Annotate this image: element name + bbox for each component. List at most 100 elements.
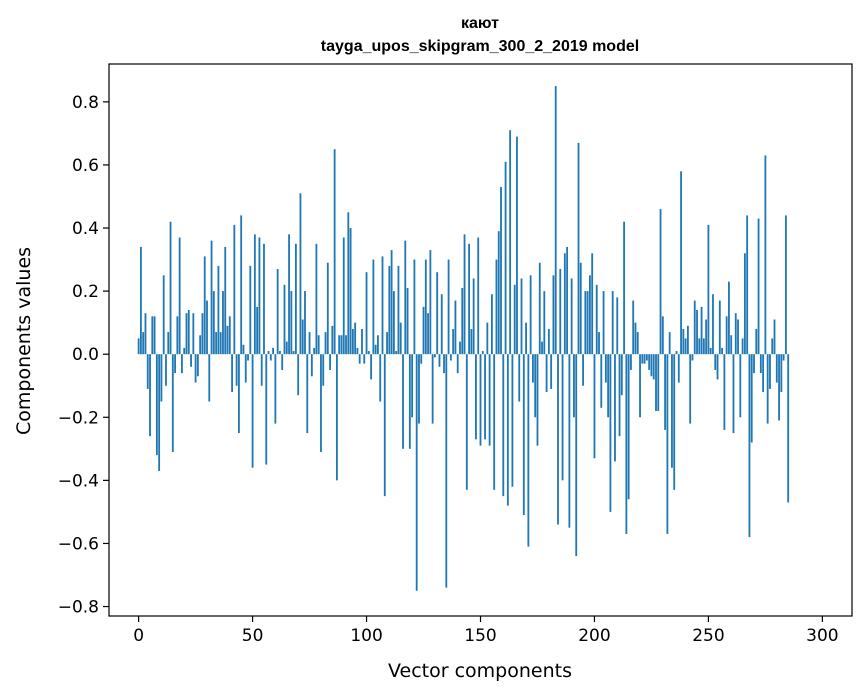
bar-52: [256, 306, 259, 355]
bar-66: [288, 234, 290, 355]
bar-182: [552, 275, 555, 355]
bar-262: [734, 313, 737, 355]
bar-14: [169, 221, 172, 355]
bar-51: [253, 234, 256, 355]
bar-41: [231, 354, 233, 393]
bar-58: [269, 354, 272, 361]
bar-122: [415, 354, 418, 591]
bar-83: [326, 262, 329, 355]
bar-252: [712, 294, 714, 355]
bar-250: [707, 224, 710, 355]
bar-16: [174, 354, 176, 374]
bar-28: [201, 313, 204, 355]
bar-34: [215, 332, 218, 355]
bar-153: [486, 322, 489, 355]
bar-100: [365, 272, 368, 355]
bar-174: [534, 354, 537, 418]
bar-85: [331, 325, 334, 355]
bar-271: [755, 328, 758, 355]
bar-19: [181, 354, 183, 374]
bar-49: [249, 265, 252, 355]
bar-131: [436, 272, 439, 355]
bar-71: [299, 193, 302, 355]
bar-73: [304, 291, 306, 355]
bar-130: [434, 354, 436, 358]
bar-173: [532, 354, 534, 383]
x-tick-label: 250: [692, 626, 724, 646]
y-tick-label: −0.2: [58, 408, 99, 428]
bar-50: [251, 354, 254, 468]
bar-139: [454, 300, 457, 355]
bar-215: [627, 354, 630, 500]
bar-278: [771, 338, 774, 355]
bar-77: [313, 347, 316, 355]
bar-88: [338, 335, 341, 355]
bar-277: [769, 354, 771, 389]
bar-170: [525, 322, 527, 355]
bar-166: [516, 136, 518, 355]
bar-245: [696, 310, 698, 355]
bar-53: [258, 237, 261, 355]
bar-163: [509, 130, 512, 355]
bar-255: [718, 300, 721, 355]
bar-208: [611, 291, 614, 355]
bar-247: [700, 306, 703, 355]
bar-76: [310, 354, 313, 377]
x-axis-label: Vector components: [388, 660, 572, 682]
bar-45: [240, 215, 243, 355]
y-tick-label: 0.6: [72, 156, 99, 176]
bar-145: [468, 243, 471, 355]
bar-280: [775, 354, 778, 383]
bar-114: [397, 265, 400, 355]
bar-226: [652, 354, 655, 380]
bar-258: [725, 316, 728, 355]
bar-116: [402, 354, 404, 449]
bar-93: [349, 228, 352, 355]
bar-96: [356, 347, 359, 355]
bar-90: [342, 237, 345, 355]
bar-204: [602, 291, 605, 355]
bar-221: [641, 354, 644, 364]
bar-187: [563, 253, 566, 355]
bar-158: [497, 231, 500, 355]
bar-203: [600, 354, 603, 408]
bar-43: [235, 354, 238, 386]
bar-64: [283, 284, 286, 355]
bar-105: [377, 335, 379, 355]
bar-172: [529, 275, 532, 355]
bar-167: [518, 354, 521, 402]
bar-234: [671, 354, 673, 468]
bar-91: [345, 335, 347, 355]
bar-216: [630, 354, 632, 370]
bar-228: [657, 354, 660, 411]
bar-56: [265, 354, 268, 465]
bar-32: [210, 240, 213, 355]
bar-13: [167, 332, 170, 355]
bar-209: [614, 354, 616, 462]
bar-156: [493, 354, 496, 490]
bar-12: [165, 354, 167, 386]
bar-177: [541, 341, 543, 355]
bar-267: [746, 215, 749, 355]
bar-147: [472, 278, 475, 355]
x-tick-label: 200: [578, 626, 610, 646]
bar-30: [206, 300, 208, 355]
bar-20: [183, 347, 186, 355]
bar-284: [784, 215, 787, 355]
bar-151: [481, 351, 484, 355]
bar-26: [196, 354, 199, 377]
bar-224: [648, 354, 651, 370]
bar-235: [673, 354, 676, 490]
bar-246: [698, 338, 701, 355]
bar-15: [171, 354, 174, 452]
bar-273: [759, 354, 762, 374]
bar-108: [383, 354, 386, 497]
bar-180: [547, 328, 550, 355]
bar-186: [561, 354, 564, 481]
bar-6: [151, 316, 154, 355]
bar-129: [431, 354, 434, 424]
bar-9: [158, 354, 161, 471]
bar-132: [438, 354, 441, 367]
bar-68: [292, 351, 295, 355]
bar-120: [411, 354, 414, 418]
